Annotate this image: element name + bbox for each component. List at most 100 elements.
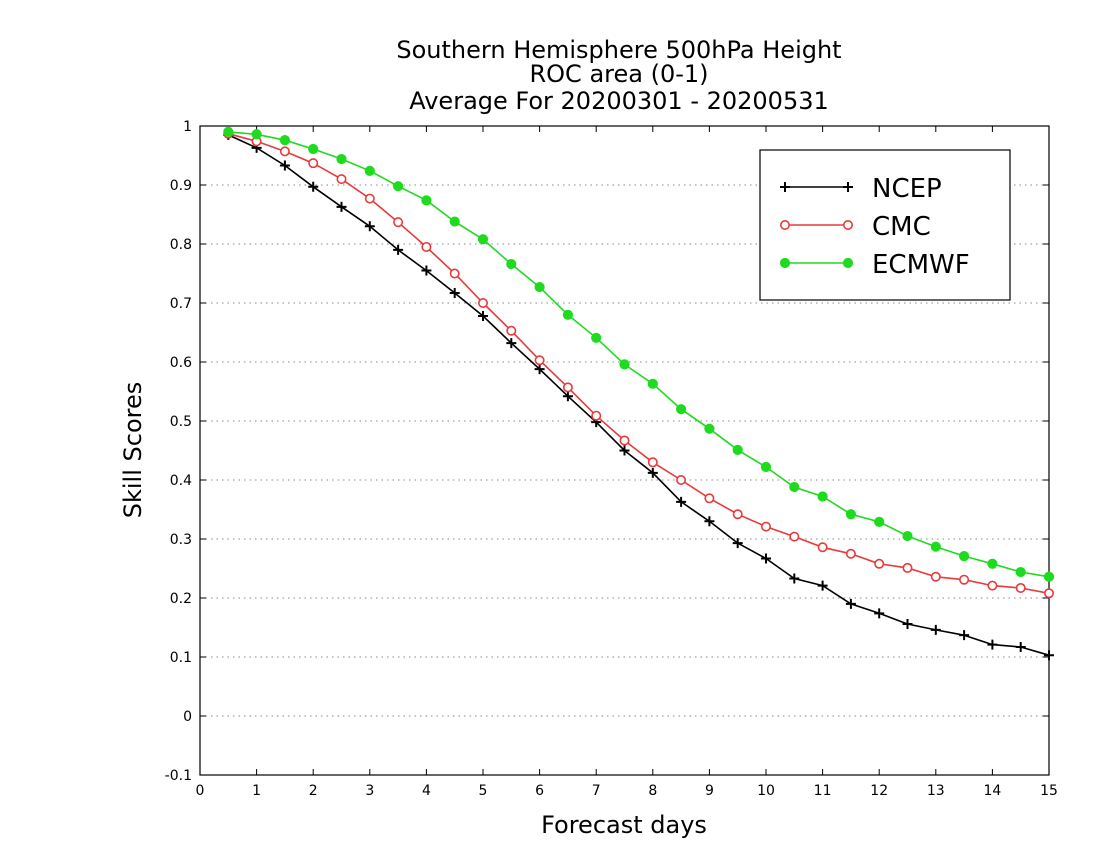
data-point-ecmwf (676, 404, 687, 415)
data-point-cmc (704, 493, 715, 504)
data-point-cmc (506, 325, 517, 336)
x-tick-label: 5 (479, 783, 488, 799)
data-point-ecmwf (704, 423, 715, 434)
data-point-ecmwf (1015, 566, 1026, 578)
data-point-ncep (1044, 650, 1054, 661)
axis-ticks: -0.100.10.20.30.40.50.60.70.80.910 1 2 3 4 5 6… (165, 119, 1058, 799)
x-tick-label: 8 (648, 783, 657, 799)
data-point-cmc (619, 435, 630, 446)
data-point-ncep (676, 496, 687, 507)
legend-marker-ecmwf (779, 257, 791, 269)
data-point-ecmwf (817, 491, 828, 502)
data-point-ecmwf (336, 153, 347, 165)
data-point-cmc (562, 382, 573, 393)
y-tick-label: 0.4 (170, 473, 192, 489)
data-point-cmc (647, 457, 658, 468)
x-tick-label: 11 (814, 783, 832, 799)
data-point-cmc (364, 193, 375, 204)
data-point-ncep (874, 608, 885, 619)
plot-area-frame (199, 125, 1050, 776)
x-tick-label: 14 (983, 783, 1001, 799)
x-axis-label: Forecast days (541, 811, 707, 839)
data-point-ecmwf (987, 558, 998, 569)
y-tick-label: 0.5 (170, 414, 192, 430)
data-point-cmc (987, 580, 998, 591)
y-tick-label: 1 (183, 119, 192, 135)
legend-marker-ncep (780, 182, 790, 192)
data-point-ecmwf (874, 516, 885, 527)
data-point-ncep (704, 516, 715, 527)
y-tick-label: 0.8 (170, 237, 192, 253)
y-tick-label: 0.7 (170, 296, 192, 312)
x-tick-label: 9 (705, 783, 714, 799)
data-point-ecmwf (534, 281, 545, 293)
data-point-cmc (732, 509, 743, 520)
data-point-ecmwf (1043, 571, 1055, 582)
legend-marker-ecmwf (842, 257, 854, 269)
data-point-cmc (959, 574, 970, 585)
data-point-ecmwf (308, 143, 319, 155)
data-point-ecmwf (223, 126, 234, 137)
legend-label-cmc: CMC (872, 212, 931, 242)
data-point-cmc (449, 268, 460, 279)
data-point-ncep (987, 639, 998, 650)
data-point-cmc (336, 174, 347, 185)
data-point-cmc (421, 241, 432, 252)
y-tick-label: 0.9 (170, 178, 192, 194)
x-tick-label: 13 (927, 783, 945, 799)
data-point-ncep (364, 221, 375, 232)
data-point-ecmwf (959, 551, 970, 562)
data-point-cmc (534, 355, 545, 366)
data-point-ecmwf (477, 234, 489, 245)
chart-title-line-1: Southern Hemisphere 500hPa Height (396, 36, 841, 64)
data-point-ecmwf (506, 258, 517, 270)
data-point-ncep (336, 201, 347, 212)
data-point-cmc (1044, 588, 1055, 599)
legend-marks (779, 182, 854, 269)
data-point-ecmwf (732, 444, 743, 456)
data-point-ecmwf (845, 509, 857, 520)
data-point-ncep (959, 630, 970, 641)
data-point-ncep (449, 287, 460, 298)
x-tick-label: 7 (592, 783, 601, 799)
data-point-cmc (676, 474, 687, 485)
y-tick-label: -0.1 (165, 768, 192, 784)
data-point-ncep (930, 624, 941, 635)
chart-title-line-2: ROC area (0-1) (529, 60, 708, 88)
data-point-cmc (477, 297, 488, 308)
x-tick-label: 4 (422, 783, 431, 799)
data-point-ncep (279, 160, 290, 171)
data-point-ecmwf (279, 135, 290, 146)
data-point-ncep (789, 573, 800, 584)
data-point-ncep (534, 364, 545, 375)
x-tick-label: 12 (870, 783, 888, 799)
data-point-ecmwf (619, 359, 630, 370)
x-tick-label: 3 (365, 783, 374, 799)
series-lines (223, 126, 1055, 661)
data-point-ecmwf (562, 309, 574, 320)
legend-marker-cmc (842, 220, 853, 231)
data-point-ncep (562, 391, 573, 402)
legend: NCEP CMC ECMWF (759, 149, 1011, 301)
data-point-ncep (647, 467, 658, 478)
data-point-ecmwf (421, 195, 432, 206)
x-tick-label: 15 (1040, 783, 1058, 799)
series-line-ncep (227, 134, 1050, 656)
data-point-cmc (591, 410, 602, 421)
data-point-cmc (308, 158, 319, 169)
data-point-ncep (761, 553, 771, 564)
data-point-ncep (732, 538, 743, 549)
x-tick-label: 1 (252, 783, 261, 799)
data-point-ecmwf (449, 216, 460, 227)
data-point-ecmwf (647, 378, 658, 389)
x-tick-label: 0 (196, 783, 205, 799)
data-point-ncep (393, 244, 404, 255)
legend-marker-cmc (779, 220, 790, 231)
data-point-cmc (393, 217, 404, 228)
data-point-ecmwf (902, 530, 913, 542)
y-tick-label: 0.6 (170, 355, 192, 371)
data-point-cmc (930, 571, 941, 582)
data-point-ecmwf (393, 181, 404, 192)
data-point-cmc (817, 542, 828, 553)
data-point-cmc (874, 558, 885, 569)
